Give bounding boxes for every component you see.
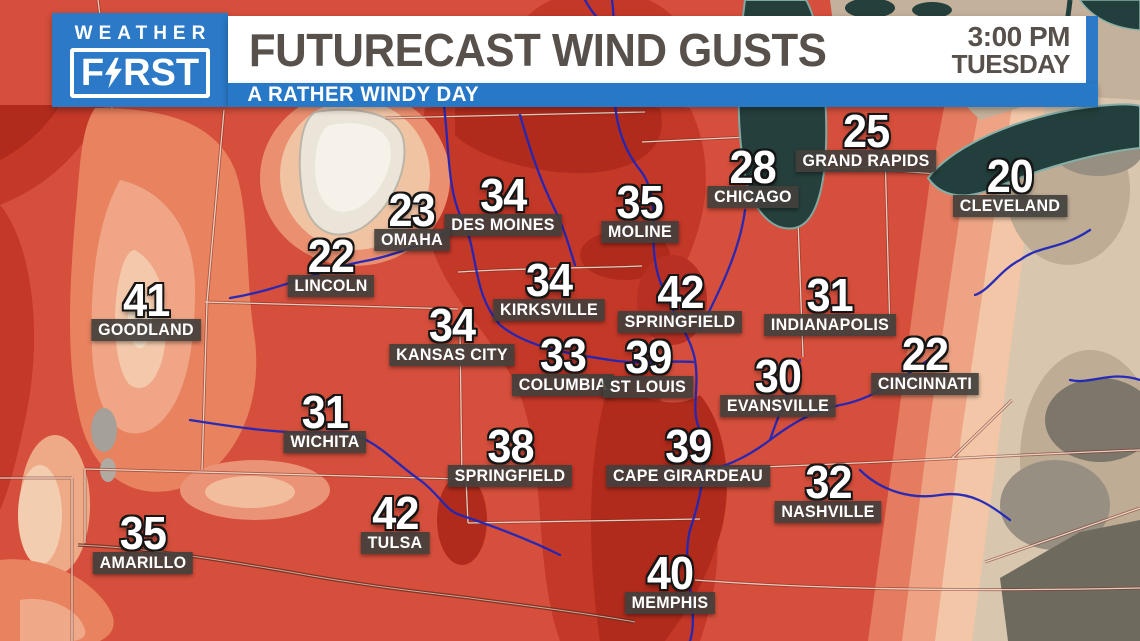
wind-gust-contour-map <box>0 0 1140 641</box>
weather-graphic: 25 GRAND RAPIDS 28 CHICAGO 20 CLEVELAND 35 MOLI… <box>0 0 1140 641</box>
